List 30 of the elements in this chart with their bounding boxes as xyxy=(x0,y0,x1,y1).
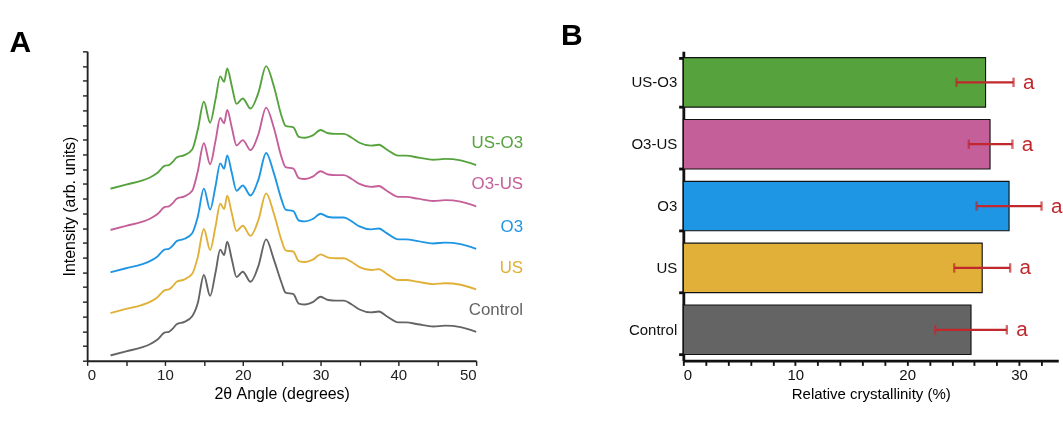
x-tick-label: 0 xyxy=(87,365,96,383)
y-tick-label: US xyxy=(656,259,678,277)
x-tick-label: 20 xyxy=(899,365,917,383)
x-tick-label: 10 xyxy=(157,365,174,383)
x-tick-label: 30 xyxy=(1011,365,1028,383)
series-label: US xyxy=(499,257,524,277)
annotation: a xyxy=(1022,69,1035,93)
y-axis-title: Intensity (arb. units) xyxy=(60,136,78,277)
x-tick-label: 10 xyxy=(787,365,805,383)
chart-title: B xyxy=(560,17,583,51)
x-tick-label: 50 xyxy=(459,365,477,383)
x-axis-title: Relative crystallinity (%) xyxy=(791,384,951,402)
series-label: O3-US xyxy=(471,174,524,194)
chart-title: A xyxy=(9,24,32,58)
x-axis-title: 2θ Angle (degrees) xyxy=(214,384,350,402)
y-tick-label: Control xyxy=(628,320,678,338)
x-tick-label: 0 xyxy=(683,365,693,383)
x-tick-label: 40 xyxy=(390,365,408,383)
series-label: US-O3 xyxy=(471,133,524,153)
series-label: Control xyxy=(468,299,524,319)
x-tick-label: 20 xyxy=(234,365,252,383)
y-tick-label: O3-US xyxy=(631,135,678,153)
x-tick-label: 30 xyxy=(312,365,330,383)
y-tick-label: US-O3 xyxy=(631,73,678,91)
series-label: O3 xyxy=(500,216,524,236)
annotation: a xyxy=(1019,255,1032,279)
y-tick-label: O3 xyxy=(657,197,678,215)
annotation: a xyxy=(1016,317,1029,341)
annotation: a xyxy=(1021,131,1034,155)
annotation: a xyxy=(1050,193,1063,217)
